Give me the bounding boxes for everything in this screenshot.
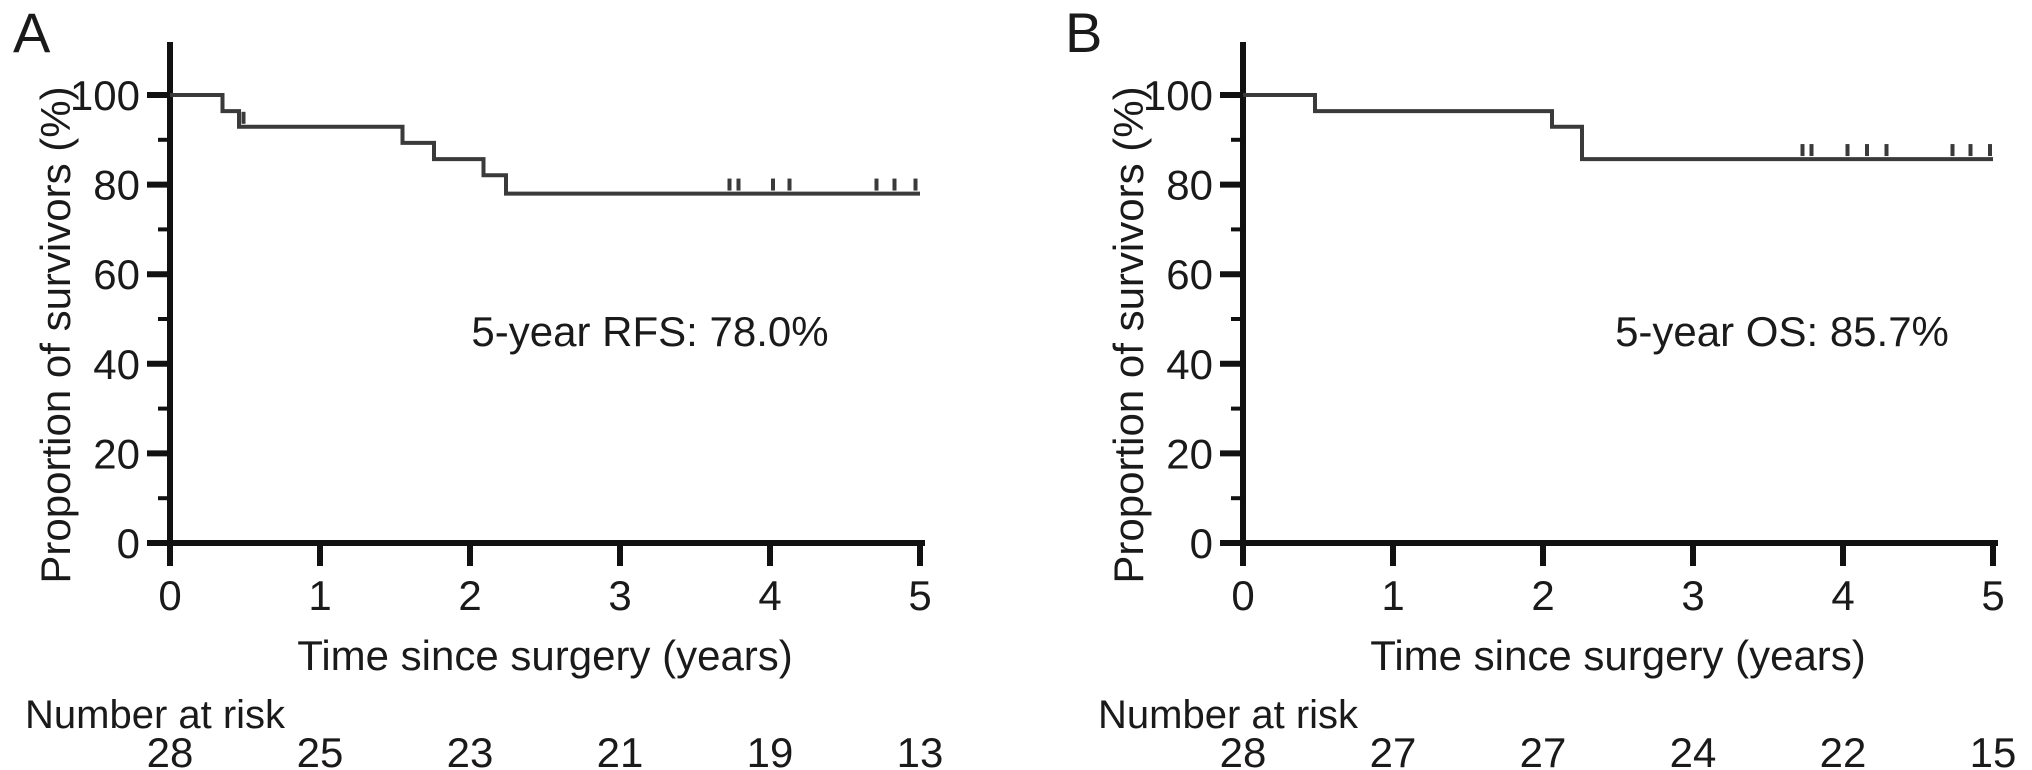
survival-curve [1243, 93, 1993, 162]
y-axis-tick-label: 0 [1190, 520, 1213, 567]
y-axis-tick-label: 80 [1166, 162, 1213, 209]
number-at-risk-value: 21 [597, 729, 644, 770]
survival-rate-annotation: 5-year OS: 85.7% [1615, 308, 1949, 355]
x-axis-title: Time since surgery (years) [297, 632, 793, 679]
x-axis-tick-label: 3 [608, 572, 631, 619]
x-axis-tick-label: 1 [1381, 572, 1404, 619]
plot-area: 0 20 40 60 80 100 0 1 2 3 4 5 28 27 27 24 22 15 [1143, 42, 2016, 770]
y-axis-tick-label: 20 [93, 430, 140, 477]
x-axis-tick-label: 1 [308, 572, 331, 619]
y-axis-tick-label: 80 [93, 162, 140, 209]
number-at-risk-value: 15 [1970, 729, 2017, 770]
number-at-risk-value: 19 [747, 729, 794, 770]
panel-b-letter: B [1065, 1, 1102, 64]
y-axis-tick-label: 100 [70, 72, 140, 119]
y-axis-tick-label: 40 [1166, 341, 1213, 388]
x-axis-tick-label: 2 [1531, 572, 1554, 619]
y-axis-tick-label: 40 [93, 341, 140, 388]
number-at-risk-value: 27 [1370, 729, 1417, 770]
x-axis-tick-label: 5 [1981, 572, 2004, 619]
panel-a-letter: A [13, 1, 51, 64]
number-at-risk-value: 22 [1820, 729, 1867, 770]
number-at-risk-label: Number at risk [1098, 693, 1359, 737]
x-axis-title: Time since surgery (years) [1370, 632, 1866, 679]
y-axis-tick-label: 60 [1166, 251, 1213, 298]
x-axis-tick-label: 4 [758, 572, 781, 619]
number-at-risk-value: 24 [1670, 729, 1717, 770]
y-axis-title: Proportion of survivors (%) [32, 86, 79, 583]
x-axis-tick-label: 2 [458, 572, 481, 619]
number-at-risk-value: 28 [1220, 729, 1267, 770]
number-at-risk-value: 25 [297, 729, 344, 770]
y-axis-tick-label: 0 [117, 520, 140, 567]
y-axis-title: Proportion of survivors (%) [1105, 86, 1152, 583]
number-at-risk-label: Number at risk [25, 693, 286, 737]
number-at-risk-value: 23 [447, 729, 494, 770]
number-at-risk-value: 28 [147, 729, 194, 770]
y-axis-tick-label: 20 [1166, 430, 1213, 477]
panel-b: B Proportion of survivors (%) Time since… [1016, 0, 2032, 770]
y-axis-tick-label: 60 [93, 251, 140, 298]
survival-rate-annotation: 5-year RFS: 78.0% [471, 308, 828, 355]
x-axis-tick-label: 0 [1231, 572, 1254, 619]
y-axis-tick-label: 100 [1143, 72, 1213, 119]
panel-a: A Proportion of survivors (%) Time since… [13, 1, 943, 770]
survival-curve [170, 93, 920, 196]
panel-a-plot: A Proportion of survivors (%) Time since… [13, 1, 943, 770]
x-axis-tick-label: 0 [158, 572, 181, 619]
number-at-risk-value: 27 [1520, 729, 1567, 770]
number-at-risk-value: 13 [897, 729, 944, 770]
x-axis-tick-label: 5 [908, 572, 931, 619]
panel-b-plot: B Proportion of survivors (%) Time since… [1065, 1, 2016, 770]
x-axis-tick-label: 3 [1681, 572, 1704, 619]
x-axis-tick-label: 4 [1831, 572, 1854, 619]
